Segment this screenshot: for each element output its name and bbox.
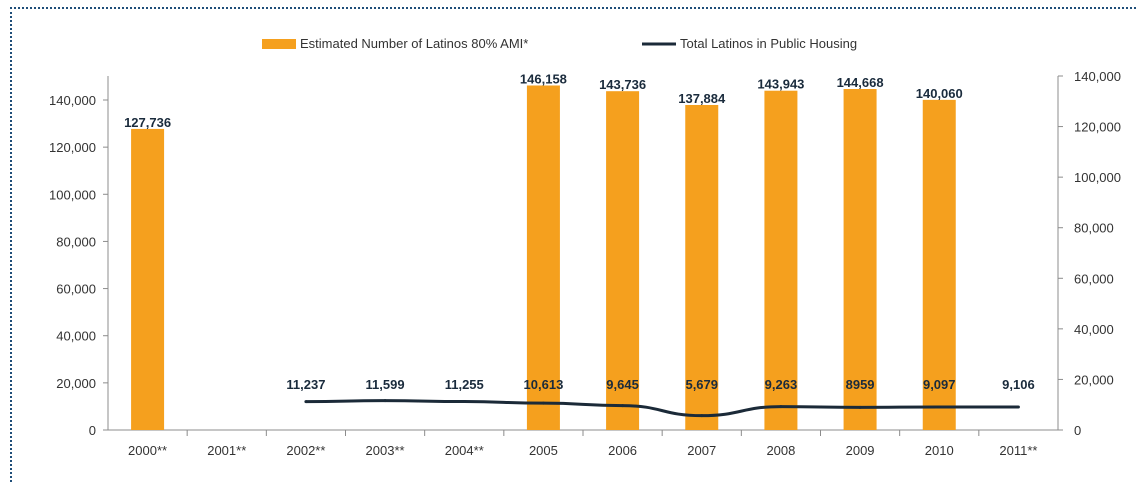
line-point [1016, 405, 1020, 409]
x-tick-label: 2005 [529, 443, 558, 458]
y-tick-label-right: 80,000 [1074, 221, 1114, 236]
x-tick-label: 2011** [999, 443, 1037, 458]
x-tick-label: 2007 [687, 443, 716, 458]
x-tick-label: 2001** [207, 443, 246, 458]
data-labels: 127,736 146,158 143,736 137,884 143,943 144,6… [124, 71, 1035, 392]
line-series [304, 399, 1020, 418]
y-tick-label-right: 60,000 [1074, 271, 1114, 286]
line-data-label: 8959 [846, 377, 875, 392]
y-tick-label-left: 40,000 [56, 329, 96, 344]
legend: Estimated Number of Latinos 80% AMI* Tot… [262, 36, 857, 51]
line-point [858, 405, 862, 409]
bars [131, 85, 956, 431]
bar [606, 91, 640, 430]
axes: 0 0 20,000 20,000 40,000 40,000 60,000 60,000 80… [49, 69, 1121, 458]
x-tick-label: 2006 [608, 443, 637, 458]
y-tick-label-left: 100,000 [49, 187, 96, 202]
y-tick-label-left: 140,000 [49, 93, 96, 108]
line-data-label: 10,613 [524, 377, 564, 392]
bar [922, 99, 956, 430]
bar [764, 90, 798, 431]
bar-data-label: 127,736 [124, 115, 171, 130]
line-data-label: 5,679 [685, 377, 718, 392]
line-data-label: 11,255 [445, 377, 484, 392]
x-tick-label: 2000** [128, 443, 167, 458]
y-tick-label-right: 20,000 [1074, 372, 1114, 387]
bar-data-label: 137,884 [678, 91, 726, 106]
legend-bar-label: Estimated Number of Latinos 80% AMI* [300, 36, 528, 51]
line-point [700, 414, 704, 418]
y-tick-label-right: 120,000 [1074, 120, 1121, 135]
y-tick-label-right: 0 [1074, 423, 1081, 438]
bar-data-label: 140,060 [916, 86, 963, 101]
legend-line-label: Total Latinos in Public Housing [680, 36, 857, 51]
bar [526, 85, 560, 430]
dotted-border-top [10, 7, 1136, 9]
bar-data-label: 143,736 [599, 77, 646, 92]
y-tick-label-right: 140,000 [1074, 69, 1121, 84]
bar [843, 88, 877, 430]
y-tick-label-right: 100,000 [1074, 170, 1121, 185]
bar-data-label: 146,158 [520, 71, 567, 86]
bar-data-label: 143,943 [757, 77, 804, 92]
bar [131, 128, 165, 430]
y-tick-label-left: 80,000 [56, 234, 96, 249]
x-tick-label: 2009 [846, 443, 875, 458]
line-point [383, 399, 387, 403]
line-data-label: 9,106 [1002, 377, 1035, 392]
bar-data-label: 144,668 [837, 75, 884, 90]
series-line [305, 399, 1019, 418]
line-point [937, 405, 941, 409]
dotted-border-left [10, 7, 12, 482]
line-data-label: 11,237 [286, 377, 325, 392]
legend-bar-swatch [262, 39, 296, 49]
y-tick-label-left: 60,000 [56, 282, 96, 297]
line-point [304, 400, 308, 404]
x-tick-label: 2008 [766, 443, 795, 458]
line-point [779, 405, 783, 409]
line-data-label: 11,599 [366, 377, 405, 392]
bar [685, 104, 719, 430]
y-tick-label-left: 0 [89, 423, 96, 438]
line-data-label: 9,097 [923, 377, 956, 392]
x-tick-label: 2002** [286, 443, 325, 458]
x-tick-label: 2004** [445, 443, 484, 458]
line-data-label: 9,645 [606, 377, 639, 392]
x-tick-label: 2003** [366, 443, 405, 458]
y-tick-label-left: 120,000 [49, 140, 96, 155]
x-tick-label: 2010 [925, 443, 954, 458]
line-data-label: 9,263 [765, 377, 798, 392]
line-point [462, 400, 466, 404]
y-tick-label-right: 40,000 [1074, 322, 1114, 337]
y-tick-label-left: 20,000 [56, 376, 96, 391]
line-point [541, 401, 545, 405]
line-point [621, 404, 625, 408]
